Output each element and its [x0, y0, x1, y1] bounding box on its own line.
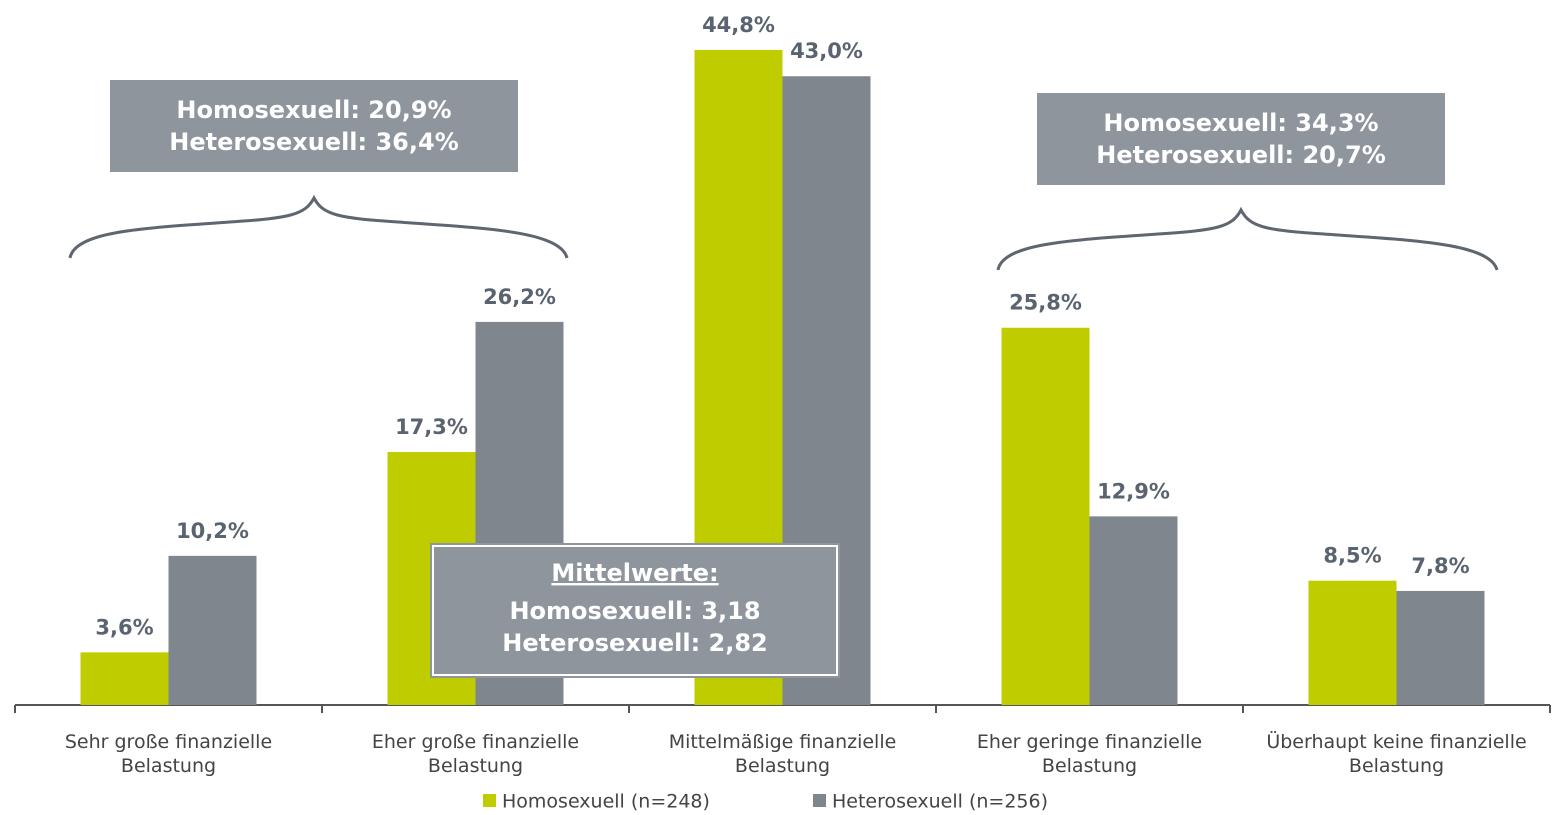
data-label: 12,9% — [1097, 479, 1170, 503]
annotation-border — [432, 545, 838, 676]
annotation-text: Homosexuell: 3,18 — [509, 597, 760, 625]
annotation-text: Homosexuell: 20,9% — [176, 96, 451, 124]
brace — [996, 206, 1499, 271]
data-label: 43,0% — [790, 39, 863, 63]
data-label: 44,8% — [702, 13, 775, 37]
legend-swatch — [813, 794, 826, 807]
data-label: 8,5% — [1323, 544, 1381, 568]
x-tick-label: Eher geringe finanzielle Belastung — [976, 731, 1203, 777]
data-label: 3,6% — [95, 615, 153, 639]
x-tick-label: Mittelmäßige finanzielle Belastung — [668, 731, 897, 777]
x-tick-label: Überhaupt keine finanzielle Belastung — [1266, 731, 1527, 777]
annotation-text: Heterosexuell: 20,7% — [1096, 141, 1386, 169]
annotation-text: Homosexuell: 34,3% — [1103, 109, 1378, 137]
annotation-box — [430, 543, 840, 678]
annotation-box — [110, 80, 518, 172]
annotation-text: Heterosexuell: 2,82 — [502, 629, 767, 657]
bar — [1089, 516, 1178, 705]
bar — [1308, 580, 1397, 705]
x-tick-label: Sehr große finanzielle Belastung — [64, 731, 273, 777]
legend-label: Heterosexuell (n=256) — [832, 791, 1048, 813]
bar — [1396, 590, 1485, 705]
bar — [80, 652, 169, 705]
data-label: 10,2% — [176, 519, 249, 543]
x-tick-label: Eher große finanzielle Belastung — [371, 731, 580, 777]
bar — [1001, 327, 1090, 705]
data-label: 26,2% — [483, 285, 556, 309]
bar — [168, 555, 257, 705]
annotation-box — [1037, 93, 1445, 185]
data-label: 7,8% — [1411, 554, 1469, 578]
legend-label: Homosexuell (n=248) — [502, 791, 710, 813]
annotation-title: Mittelwerte: — [551, 559, 718, 587]
data-label: 17,3% — [395, 415, 468, 439]
data-label: 25,8% — [1009, 291, 1082, 315]
brace — [68, 194, 569, 259]
annotation-text: Heterosexuell: 36,4% — [169, 128, 459, 156]
legend-swatch — [483, 794, 496, 807]
